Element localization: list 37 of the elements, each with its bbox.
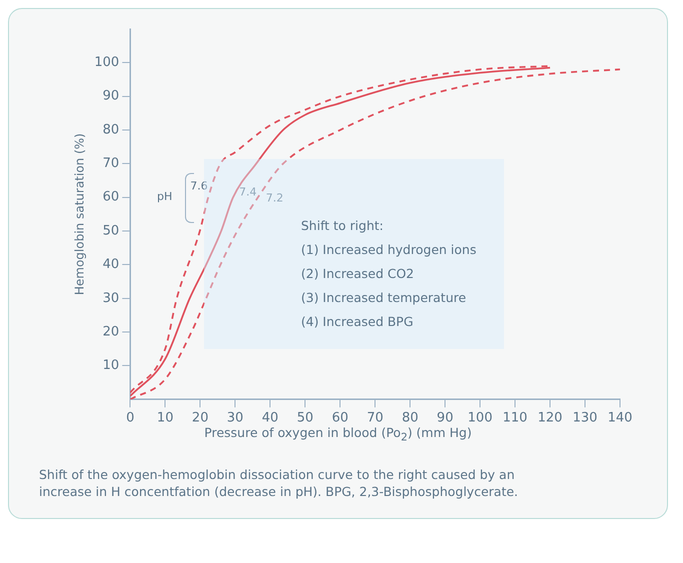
annotation: Shift to right:	[301, 217, 384, 235]
annotation: (3) Increased temperature	[301, 289, 468, 307]
x-tick-label: 140	[608, 410, 632, 426]
series-label: 7.2	[266, 191, 284, 204]
y-tick-label: 20	[102, 324, 120, 340]
x-tick-label: 10	[156, 410, 174, 426]
x-tick-label: 60	[332, 410, 348, 426]
y-tick-label: 30	[102, 290, 120, 306]
series-label: 7.6	[190, 179, 208, 192]
x-axis-title: Pressure of oxygen in blood (Po$_{2}$) (mm Hg)	[203, 425, 473, 444]
x-tick-label: 90	[436, 410, 454, 426]
series-label: 7.4	[239, 185, 257, 198]
annotation: (1) Increased hydrogen ions	[301, 241, 476, 259]
y-tick-label: 60	[102, 190, 120, 205]
x-tick-label: 50	[296, 410, 314, 426]
y-axis-title: Hemoglobin saturation (%)	[72, 133, 86, 296]
y-tick-label: 50	[102, 223, 120, 238]
annotation: (2) Increased CO2	[301, 265, 416, 283]
x-tick-label: 100	[468, 410, 492, 426]
y-tick-label: 40	[102, 257, 120, 272]
y-tick-label: 10	[102, 358, 120, 374]
x-tick-label: 130	[572, 410, 598, 426]
y-tick-label: 100	[94, 55, 120, 70]
x-tick-label: 0	[126, 410, 134, 426]
x-tick-label: 70	[366, 410, 384, 426]
y-tick-label: 90	[102, 88, 120, 104]
x-tick-label: 20	[192, 410, 208, 426]
text: Shift of the oxygen-hemoglobin dissociation curve to the right caused by an increase in H concentfation (decrease in pH). BPG, 2,3-Bisphosphoglycerate.	[39, 466, 520, 500]
y-tick-label: 80	[102, 122, 120, 138]
annotation: pH	[157, 190, 172, 203]
x-tick-label: 30	[226, 410, 244, 426]
x-tick-label: 110	[502, 410, 528, 426]
x-tick-label: 120	[538, 410, 562, 426]
x-tick-label: 80	[402, 410, 418, 426]
annotation: (4) Increased BPG	[301, 313, 414, 331]
y-tick-label: 70	[102, 156, 120, 172]
x-tick-label: 40	[262, 410, 278, 426]
